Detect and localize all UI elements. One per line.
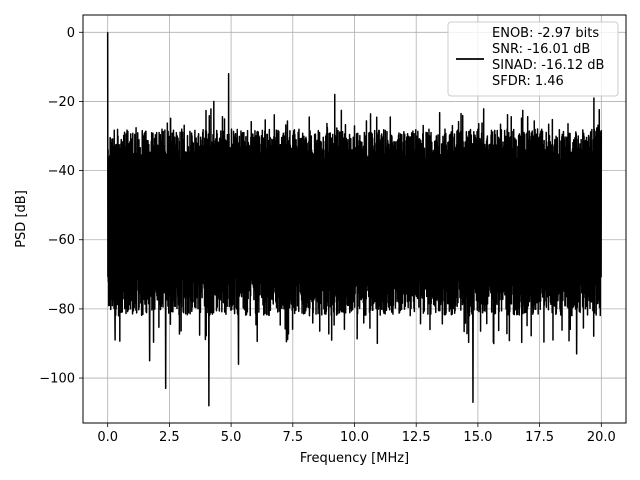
x-tick-label: 17.5 bbox=[525, 430, 554, 445]
x-tick-label: 2.5 bbox=[159, 430, 180, 445]
psd-line bbox=[106, 32, 603, 407]
x-axis-ticks: 0.0 2.5 5.0 7.5 10.0 12.5 15.0 17.5 20.0 bbox=[97, 423, 616, 445]
x-tick-label: 15.0 bbox=[463, 430, 492, 445]
x-tick-label: 12.5 bbox=[402, 430, 431, 445]
x-tick-label: 20.0 bbox=[587, 430, 616, 445]
legend-label: ENOB: -2.97 bits SNR: -16.01 dB SINAD: -16… bbox=[492, 26, 604, 89]
legend-box bbox=[447, 21, 619, 97]
psd-series bbox=[106, 32, 603, 407]
x-tick-label: 0.0 bbox=[97, 430, 118, 445]
x-axis-label: Frequency [MHz] bbox=[300, 451, 409, 466]
y-tick-label: −40 bbox=[48, 164, 75, 179]
y-tick-label: −20 bbox=[48, 95, 75, 110]
y-tick-label: −60 bbox=[48, 233, 75, 248]
x-tick-label: 5.0 bbox=[221, 430, 242, 445]
legend: ENOB: -2.97 bits SNR: -16.01 dB SINAD: -16… bbox=[447, 21, 619, 97]
x-tick-label: 10.0 bbox=[340, 430, 369, 445]
y-axis-ticks: 0 −20 −40 −60 −80 −100 bbox=[39, 26, 83, 387]
y-tick-label: 0 bbox=[67, 26, 75, 41]
x-tick-label: 7.5 bbox=[282, 430, 303, 445]
y-tick-label: −100 bbox=[39, 372, 75, 387]
y-axis-label: PSD [dB] bbox=[14, 190, 29, 248]
y-tick-label: −80 bbox=[48, 302, 75, 317]
